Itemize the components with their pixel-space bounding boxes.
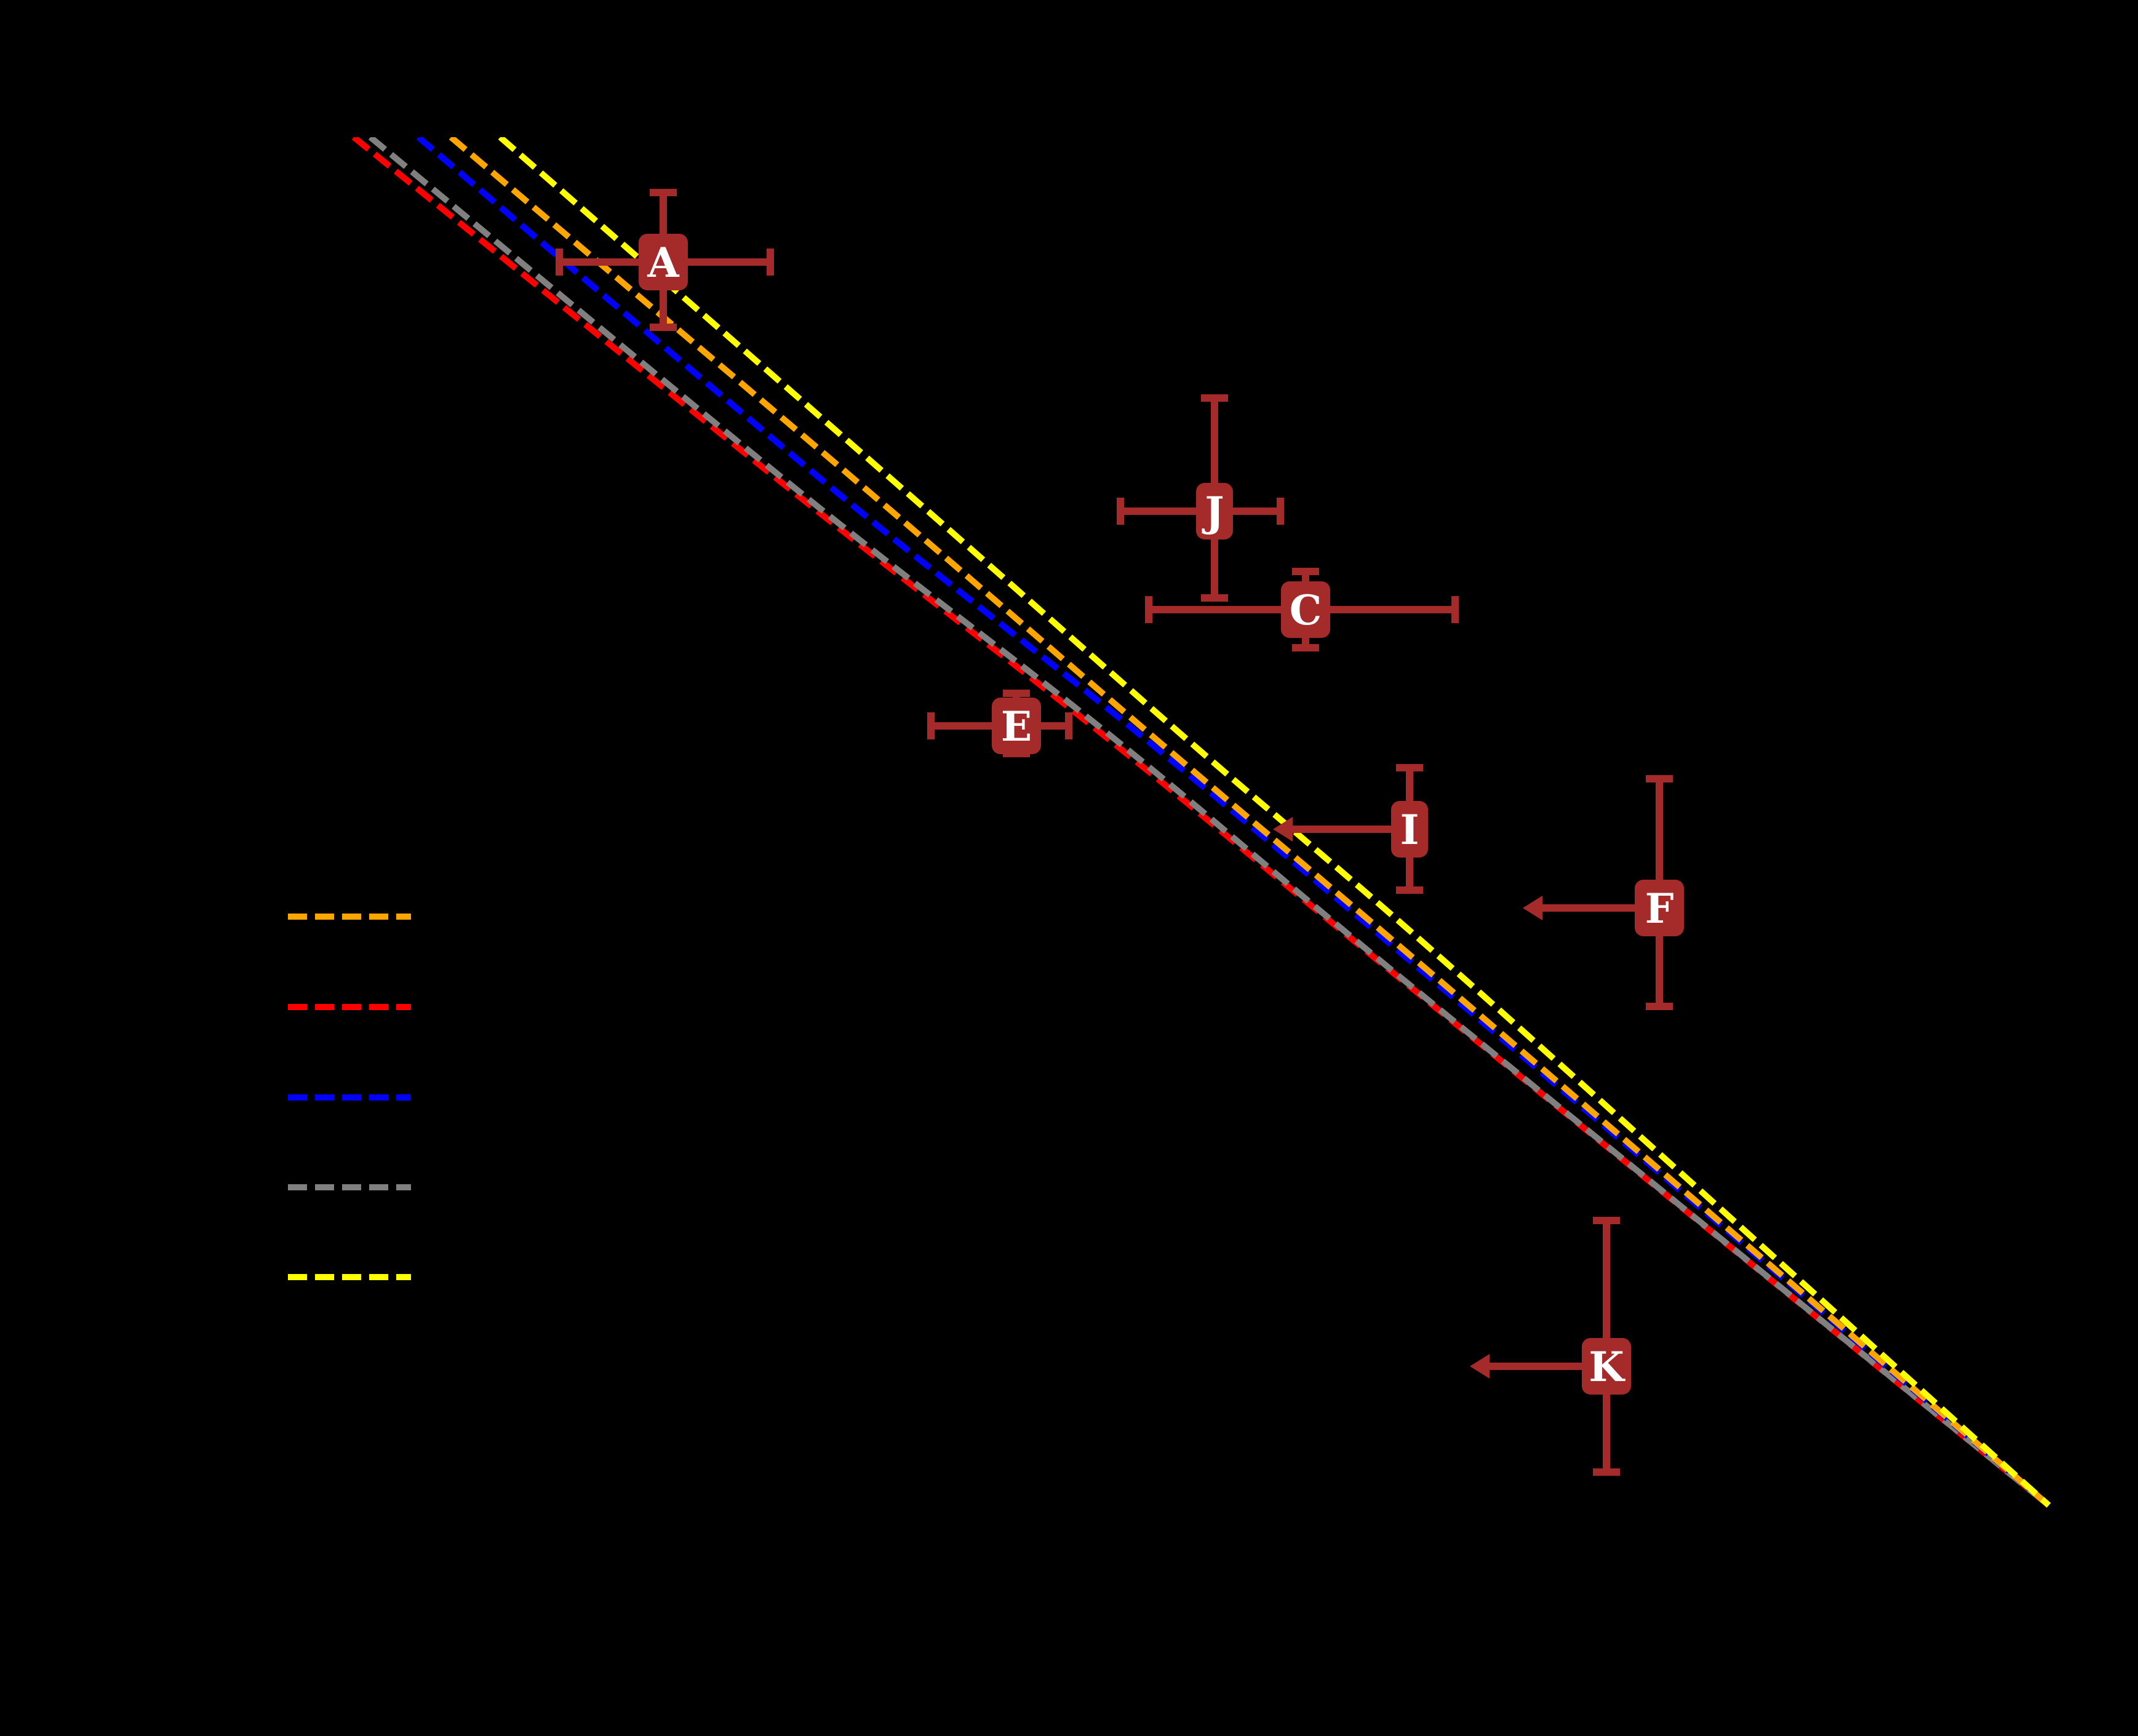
marker-box bbox=[1196, 483, 1233, 540]
model-curves bbox=[351, 137, 2051, 1508]
marker-box bbox=[1635, 880, 1684, 936]
curve-red bbox=[351, 137, 2051, 1508]
marker-label: A bbox=[647, 239, 679, 287]
data-point-F: F bbox=[1523, 775, 1684, 1010]
legend bbox=[288, 914, 411, 1280]
arrow-left-icon bbox=[1523, 896, 1542, 920]
curve-orange bbox=[449, 137, 2051, 1508]
marker-label: F bbox=[1645, 885, 1674, 933]
curve-gray bbox=[368, 137, 2051, 1508]
data-point-K: K bbox=[1470, 1217, 1631, 1476]
marker-label: I bbox=[1400, 806, 1419, 854]
marker-box bbox=[1582, 1338, 1631, 1395]
data-point-E: E bbox=[927, 690, 1072, 757]
data-point-I: I bbox=[1273, 764, 1428, 894]
arrow-left-icon bbox=[1470, 1354, 1490, 1379]
marker-label: K bbox=[1589, 1343, 1625, 1391]
arrow-left-icon bbox=[1273, 817, 1293, 842]
marker-label: J bbox=[1202, 488, 1224, 536]
marker-box bbox=[1281, 581, 1330, 638]
marker-box bbox=[992, 698, 1041, 754]
marker-box bbox=[1391, 801, 1428, 858]
curve-yellow bbox=[498, 137, 2051, 1508]
data-points: A J C E I F K bbox=[556, 189, 1684, 1476]
data-point-A: A bbox=[556, 189, 774, 331]
marker-label: C bbox=[1290, 586, 1322, 634]
data-point-J: J bbox=[1117, 394, 1284, 602]
marker-box bbox=[639, 234, 688, 290]
marker-label: E bbox=[1001, 703, 1032, 751]
data-point-C: C bbox=[1145, 568, 1459, 651]
